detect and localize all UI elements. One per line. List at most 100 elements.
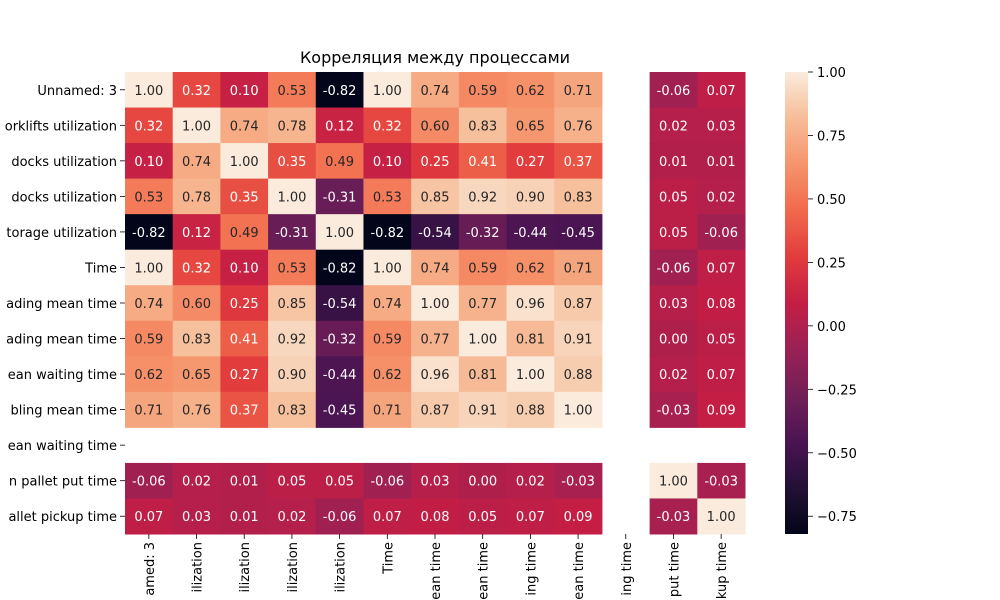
heatmap-cell (411, 178, 460, 215)
heatmap-cell (506, 214, 555, 251)
cell-value-label: 0.83 (468, 119, 497, 134)
cell-value-label: 0.07 (707, 261, 736, 276)
cell-value-label: 0.59 (373, 333, 402, 348)
cell-value-label: 0.49 (230, 226, 259, 241)
cell-value-label: -0.31 (275, 226, 309, 241)
cell-value-label: -0.06 (657, 84, 691, 99)
heatmap-cell (411, 107, 460, 144)
heatmap-cell (697, 214, 746, 251)
cell-value-label: 0.60 (182, 297, 211, 312)
cell-value-label: 0.01 (707, 155, 736, 170)
heatmap-cell (172, 356, 221, 393)
cell-value-label: 0.05 (277, 475, 306, 490)
cell-value-label: 0.07 (516, 510, 545, 525)
heatmap-cell (649, 178, 698, 215)
heatmap-cell (172, 462, 221, 499)
heatmap-cell (458, 356, 508, 393)
heatmap-cell (220, 107, 269, 144)
heatmap-cell (172, 107, 221, 144)
cell-value-label: 0.02 (707, 190, 736, 205)
heatmap-cell (220, 285, 269, 322)
heatmap-cell (506, 462, 555, 499)
heatmap-cell (506, 249, 555, 286)
cell-value-label: 1.00 (421, 297, 450, 312)
heatmap-cell (363, 72, 412, 109)
heatmap-cell (458, 498, 508, 535)
heatmap-cell (458, 143, 508, 180)
row-tick-labels: Unnamed: 3 orklifts utilization docks util… (5, 84, 125, 525)
colorbar-tick-label: 0.50 (817, 193, 846, 208)
heatmap-cell (315, 498, 364, 535)
row-tick-label: Unnamed: 3 (37, 84, 117, 99)
heatmap-cell (411, 391, 460, 428)
heatmap-cell (506, 143, 555, 180)
heatmap-cell (363, 391, 412, 428)
heatmap-cell (315, 391, 364, 428)
colorbar-tick-label: −0.25 (817, 383, 857, 398)
heatmap-cell (506, 320, 555, 357)
cell-value-label: 0.83 (564, 190, 593, 205)
cell-value-label: 1.00 (659, 475, 688, 490)
heatmap-cell (315, 320, 364, 357)
cell-value-label: 1.00 (707, 510, 736, 525)
cell-value-label: 0.12 (325, 119, 354, 134)
heatmap-cell (172, 214, 221, 251)
heatmap-cell (220, 72, 269, 109)
cell-value-label: 1.00 (230, 155, 259, 170)
heatmap-cell (125, 391, 174, 428)
cell-value-label: 1.00 (564, 404, 593, 419)
cell-value-label: 0.65 (182, 368, 211, 383)
cell-value-label: 0.02 (516, 475, 545, 490)
cell-value-label: 0.37 (230, 404, 259, 419)
column-tick-label: put time (667, 542, 682, 597)
heatmap-cell (172, 143, 221, 180)
heatmap-cell (268, 391, 317, 428)
heatmap-cell (363, 249, 412, 286)
heatmap-cell (268, 107, 317, 144)
heatmap-cell (554, 391, 603, 428)
chart-title: Корреляция между процессами (300, 48, 570, 67)
row-tick-label: bling mean time (11, 404, 117, 419)
cell-value-label: 0.12 (182, 226, 211, 241)
cell-value-label: 0.03 (659, 297, 688, 312)
cell-value-label: 0.92 (277, 333, 306, 348)
cell-value-label: -0.82 (323, 261, 357, 276)
heatmap-cell (554, 214, 603, 251)
heatmap-cell (125, 249, 174, 286)
heatmap-cell (363, 214, 412, 251)
heatmap-cell (649, 249, 698, 286)
heatmap-cell (363, 498, 412, 535)
cell-value-label: 0.07 (707, 368, 736, 383)
cell-value-label: -0.45 (323, 404, 357, 419)
cell-value-label: 0.74 (230, 119, 259, 134)
heatmap-cell (125, 143, 174, 180)
heatmap-cell (697, 143, 746, 180)
cell-value-label: -0.31 (323, 190, 357, 205)
heatmap-cell (363, 178, 412, 215)
cell-value-label: 0.32 (373, 119, 402, 134)
heatmap-cell (125, 285, 174, 322)
heatmap-cell (554, 356, 603, 393)
heatmap-cell (649, 320, 698, 357)
cell-value-label: 1.00 (277, 190, 306, 205)
cell-value-label: 0.77 (468, 297, 497, 312)
heatmap-cell (649, 107, 698, 144)
cell-value-label: 0.71 (134, 404, 163, 419)
cell-value-label: 0.08 (421, 510, 450, 525)
heatmap-cell (315, 462, 364, 499)
heatmap-cell (506, 356, 555, 393)
cell-value-label: 0.62 (134, 368, 163, 383)
cell-value-label: 0.85 (421, 190, 450, 205)
cell-value-label: 0.83 (182, 333, 211, 348)
cell-value-label: -0.03 (704, 475, 738, 490)
cell-value-label: 0.96 (516, 297, 545, 312)
cell-value-label: 1.00 (516, 368, 545, 383)
heatmap-cell (554, 320, 603, 357)
heatmap-cell (172, 285, 221, 322)
heatmap-cell (315, 107, 364, 144)
cell-value-label: -0.06 (657, 261, 691, 276)
cell-value-label: 0.10 (230, 261, 259, 276)
heatmap-cell (268, 143, 317, 180)
heatmap-cell (458, 214, 508, 251)
cell-value-label: 1.00 (325, 226, 354, 241)
